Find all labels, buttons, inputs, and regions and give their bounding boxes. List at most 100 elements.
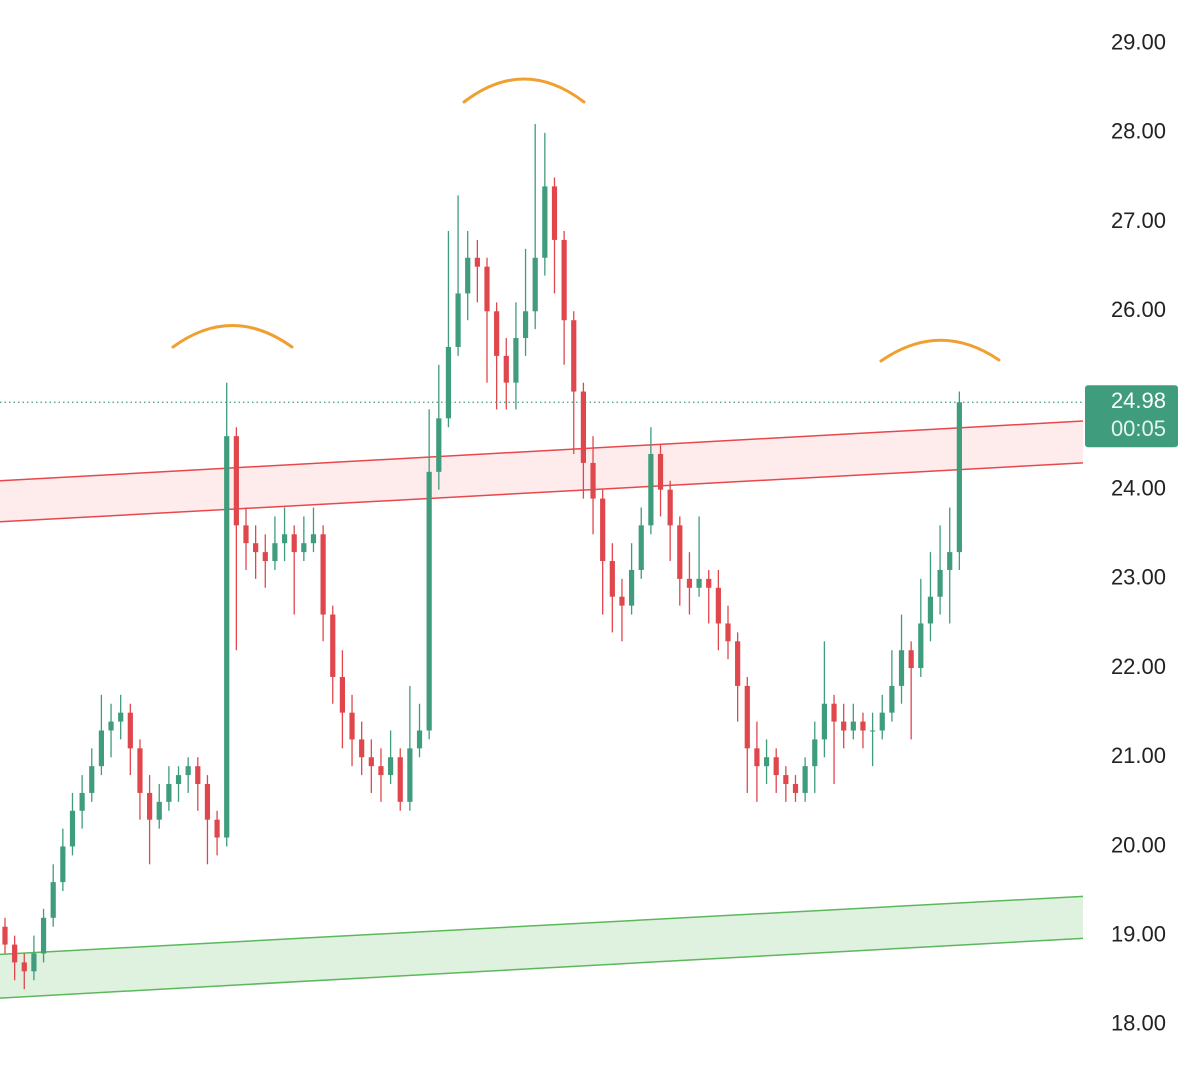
y-tick-label: 24.00 bbox=[1111, 475, 1166, 500]
candle-body bbox=[918, 623, 924, 669]
candle-body bbox=[233, 436, 239, 526]
candle-body bbox=[619, 596, 625, 606]
candle-body bbox=[185, 766, 191, 776]
candle-body bbox=[243, 525, 249, 544]
candle-body bbox=[378, 766, 384, 776]
candle-body bbox=[870, 730, 876, 732]
countdown-label: 00:05 bbox=[1111, 416, 1166, 441]
y-tick-label: 27.00 bbox=[1111, 208, 1166, 233]
candle-body bbox=[927, 596, 934, 624]
candle-body bbox=[609, 561, 615, 597]
candle-body bbox=[349, 712, 355, 740]
arc bbox=[171, 324, 294, 349]
candle-body bbox=[812, 739, 818, 767]
y-tick-label: 28.00 bbox=[1111, 119, 1166, 144]
candle-body bbox=[397, 757, 403, 802]
candle-body bbox=[696, 578, 702, 588]
y-tick-label: 20.00 bbox=[1111, 832, 1166, 857]
candle-body bbox=[416, 730, 423, 749]
arc bbox=[462, 77, 586, 104]
candle-body bbox=[426, 471, 432, 731]
y-tick-label: 29.00 bbox=[1111, 30, 1166, 55]
candle-body bbox=[445, 346, 452, 419]
candle-body bbox=[474, 257, 480, 267]
y-tick-label: 22.00 bbox=[1111, 654, 1166, 679]
candle-body bbox=[69, 810, 76, 847]
candle-body bbox=[706, 578, 712, 588]
candle-body bbox=[224, 436, 230, 838]
candle-body bbox=[108, 721, 114, 731]
candle-body bbox=[551, 186, 558, 240]
candle-body bbox=[522, 311, 529, 339]
y-tick-label: 19.00 bbox=[1111, 921, 1166, 946]
candle-body bbox=[841, 721, 847, 731]
candle-body bbox=[580, 391, 586, 463]
candle-body bbox=[253, 543, 259, 553]
candle-body bbox=[648, 453, 654, 526]
candle-body bbox=[407, 748, 413, 802]
candle-body bbox=[725, 623, 731, 642]
candle-body bbox=[166, 784, 172, 802]
zone-line bbox=[0, 895, 1084, 956]
candle-body bbox=[291, 534, 297, 553]
candle-body bbox=[763, 757, 770, 767]
candle-body bbox=[137, 748, 143, 793]
candle-body bbox=[821, 703, 827, 740]
candle-body bbox=[956, 402, 962, 553]
candle-body bbox=[147, 792, 153, 820]
candle-body bbox=[783, 775, 789, 785]
zone-line bbox=[0, 420, 1084, 482]
candle-body bbox=[330, 614, 336, 677]
candle-body bbox=[744, 685, 750, 749]
zone-fill bbox=[0, 896, 1083, 999]
candle-body bbox=[947, 552, 953, 570]
candle-body bbox=[831, 703, 837, 722]
plot: 18.0019.0020.0021.0022.0023.0024.0025.00… bbox=[0, 30, 1178, 1036]
candle-body bbox=[79, 792, 85, 811]
y-tick-label: 23.00 bbox=[1111, 565, 1166, 590]
candle-body bbox=[571, 320, 577, 392]
candle-body bbox=[156, 801, 162, 820]
candle-body bbox=[339, 676, 345, 713]
candle-body bbox=[494, 311, 500, 356]
last-price-label: 24.98 bbox=[1111, 388, 1166, 413]
candle-body bbox=[629, 569, 635, 606]
candle-body bbox=[359, 739, 365, 758]
candle-body bbox=[204, 784, 211, 820]
candle-body bbox=[40, 917, 47, 954]
candle-body bbox=[262, 552, 268, 562]
candle-body bbox=[368, 757, 374, 767]
candle-body bbox=[937, 569, 943, 597]
candle-body bbox=[802, 766, 808, 793]
candle-body bbox=[879, 712, 885, 731]
candle-body bbox=[908, 650, 914, 669]
arc bbox=[879, 338, 1001, 363]
candle-body bbox=[657, 453, 664, 490]
annotation-arcs bbox=[171, 77, 1001, 363]
candle-body bbox=[561, 239, 567, 321]
candle-body bbox=[60, 846, 66, 883]
y-tick-label: 18.00 bbox=[1111, 1011, 1166, 1036]
candle-body bbox=[600, 498, 606, 562]
candle-body bbox=[118, 712, 124, 722]
candle-body bbox=[436, 418, 442, 472]
candle-body bbox=[792, 784, 799, 793]
candle-body bbox=[388, 757, 394, 776]
candle-body bbox=[850, 721, 856, 731]
candle-body bbox=[898, 650, 905, 686]
candle-body bbox=[889, 685, 895, 713]
candle-body bbox=[195, 766, 201, 785]
candle-body bbox=[754, 748, 760, 767]
candle-body bbox=[484, 266, 490, 312]
candle-body bbox=[590, 462, 596, 499]
candle-body bbox=[465, 257, 471, 294]
y-tick-label: 26.00 bbox=[1111, 297, 1166, 322]
candle-body bbox=[12, 944, 18, 963]
candle-body bbox=[860, 721, 866, 731]
candle-body bbox=[310, 534, 317, 544]
candle-body bbox=[320, 534, 326, 615]
candle-body bbox=[50, 882, 56, 918]
candle-body bbox=[2, 926, 8, 945]
candle-body bbox=[31, 953, 37, 972]
